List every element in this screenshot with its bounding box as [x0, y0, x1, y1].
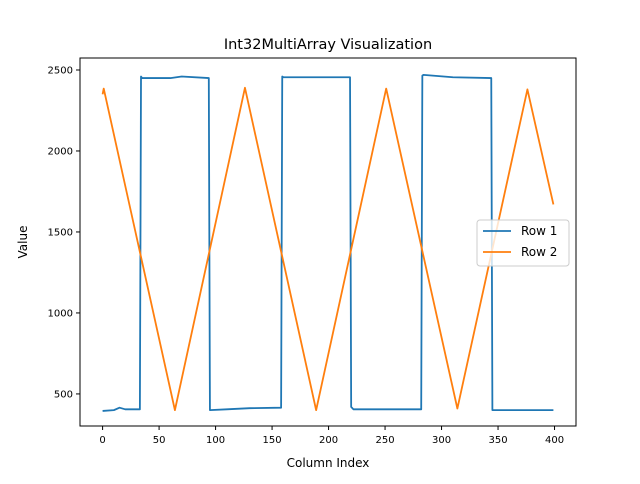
legend: Row 1 Row 2 — [476, 219, 570, 267]
x-tick-label: 350 — [488, 435, 507, 446]
series-line-row-1 — [102, 73, 554, 412]
y-tick-label: 2000 — [48, 146, 73, 157]
axes-frame — [79, 57, 577, 427]
x-tick-label: 0 — [99, 435, 105, 446]
y-tick-label: 500 — [54, 389, 73, 400]
x-tick-label: 250 — [376, 435, 395, 446]
series-layer — [101, 73, 555, 412]
x-tick-label: 100 — [206, 435, 225, 446]
x-axis-label: Column Index — [287, 456, 370, 470]
ticks-layer: 0 50 100 150 200 250 300 350 400 500 1000 1500 2000 2… — [48, 65, 565, 446]
x-tick-label: 50 — [153, 435, 166, 446]
x-tick-label: 200 — [319, 435, 338, 446]
x-tick-label: 300 — [432, 435, 451, 446]
y-tick-label: 2500 — [48, 65, 73, 76]
series-line-row-2 — [101, 86, 555, 412]
chart-title: Int32MultiArray Visualization — [224, 37, 432, 53]
legend-label-row-1: Row 1 — [521, 224, 557, 238]
x-tick-label: 400 — [545, 435, 564, 446]
y-tick-label: 1000 — [48, 308, 73, 319]
y-tick-label: 1500 — [48, 227, 73, 238]
y-axis-label: Value — [16, 226, 30, 259]
x-tick-label: 150 — [263, 435, 282, 446]
legend-label-row-2: Row 2 — [521, 245, 557, 259]
